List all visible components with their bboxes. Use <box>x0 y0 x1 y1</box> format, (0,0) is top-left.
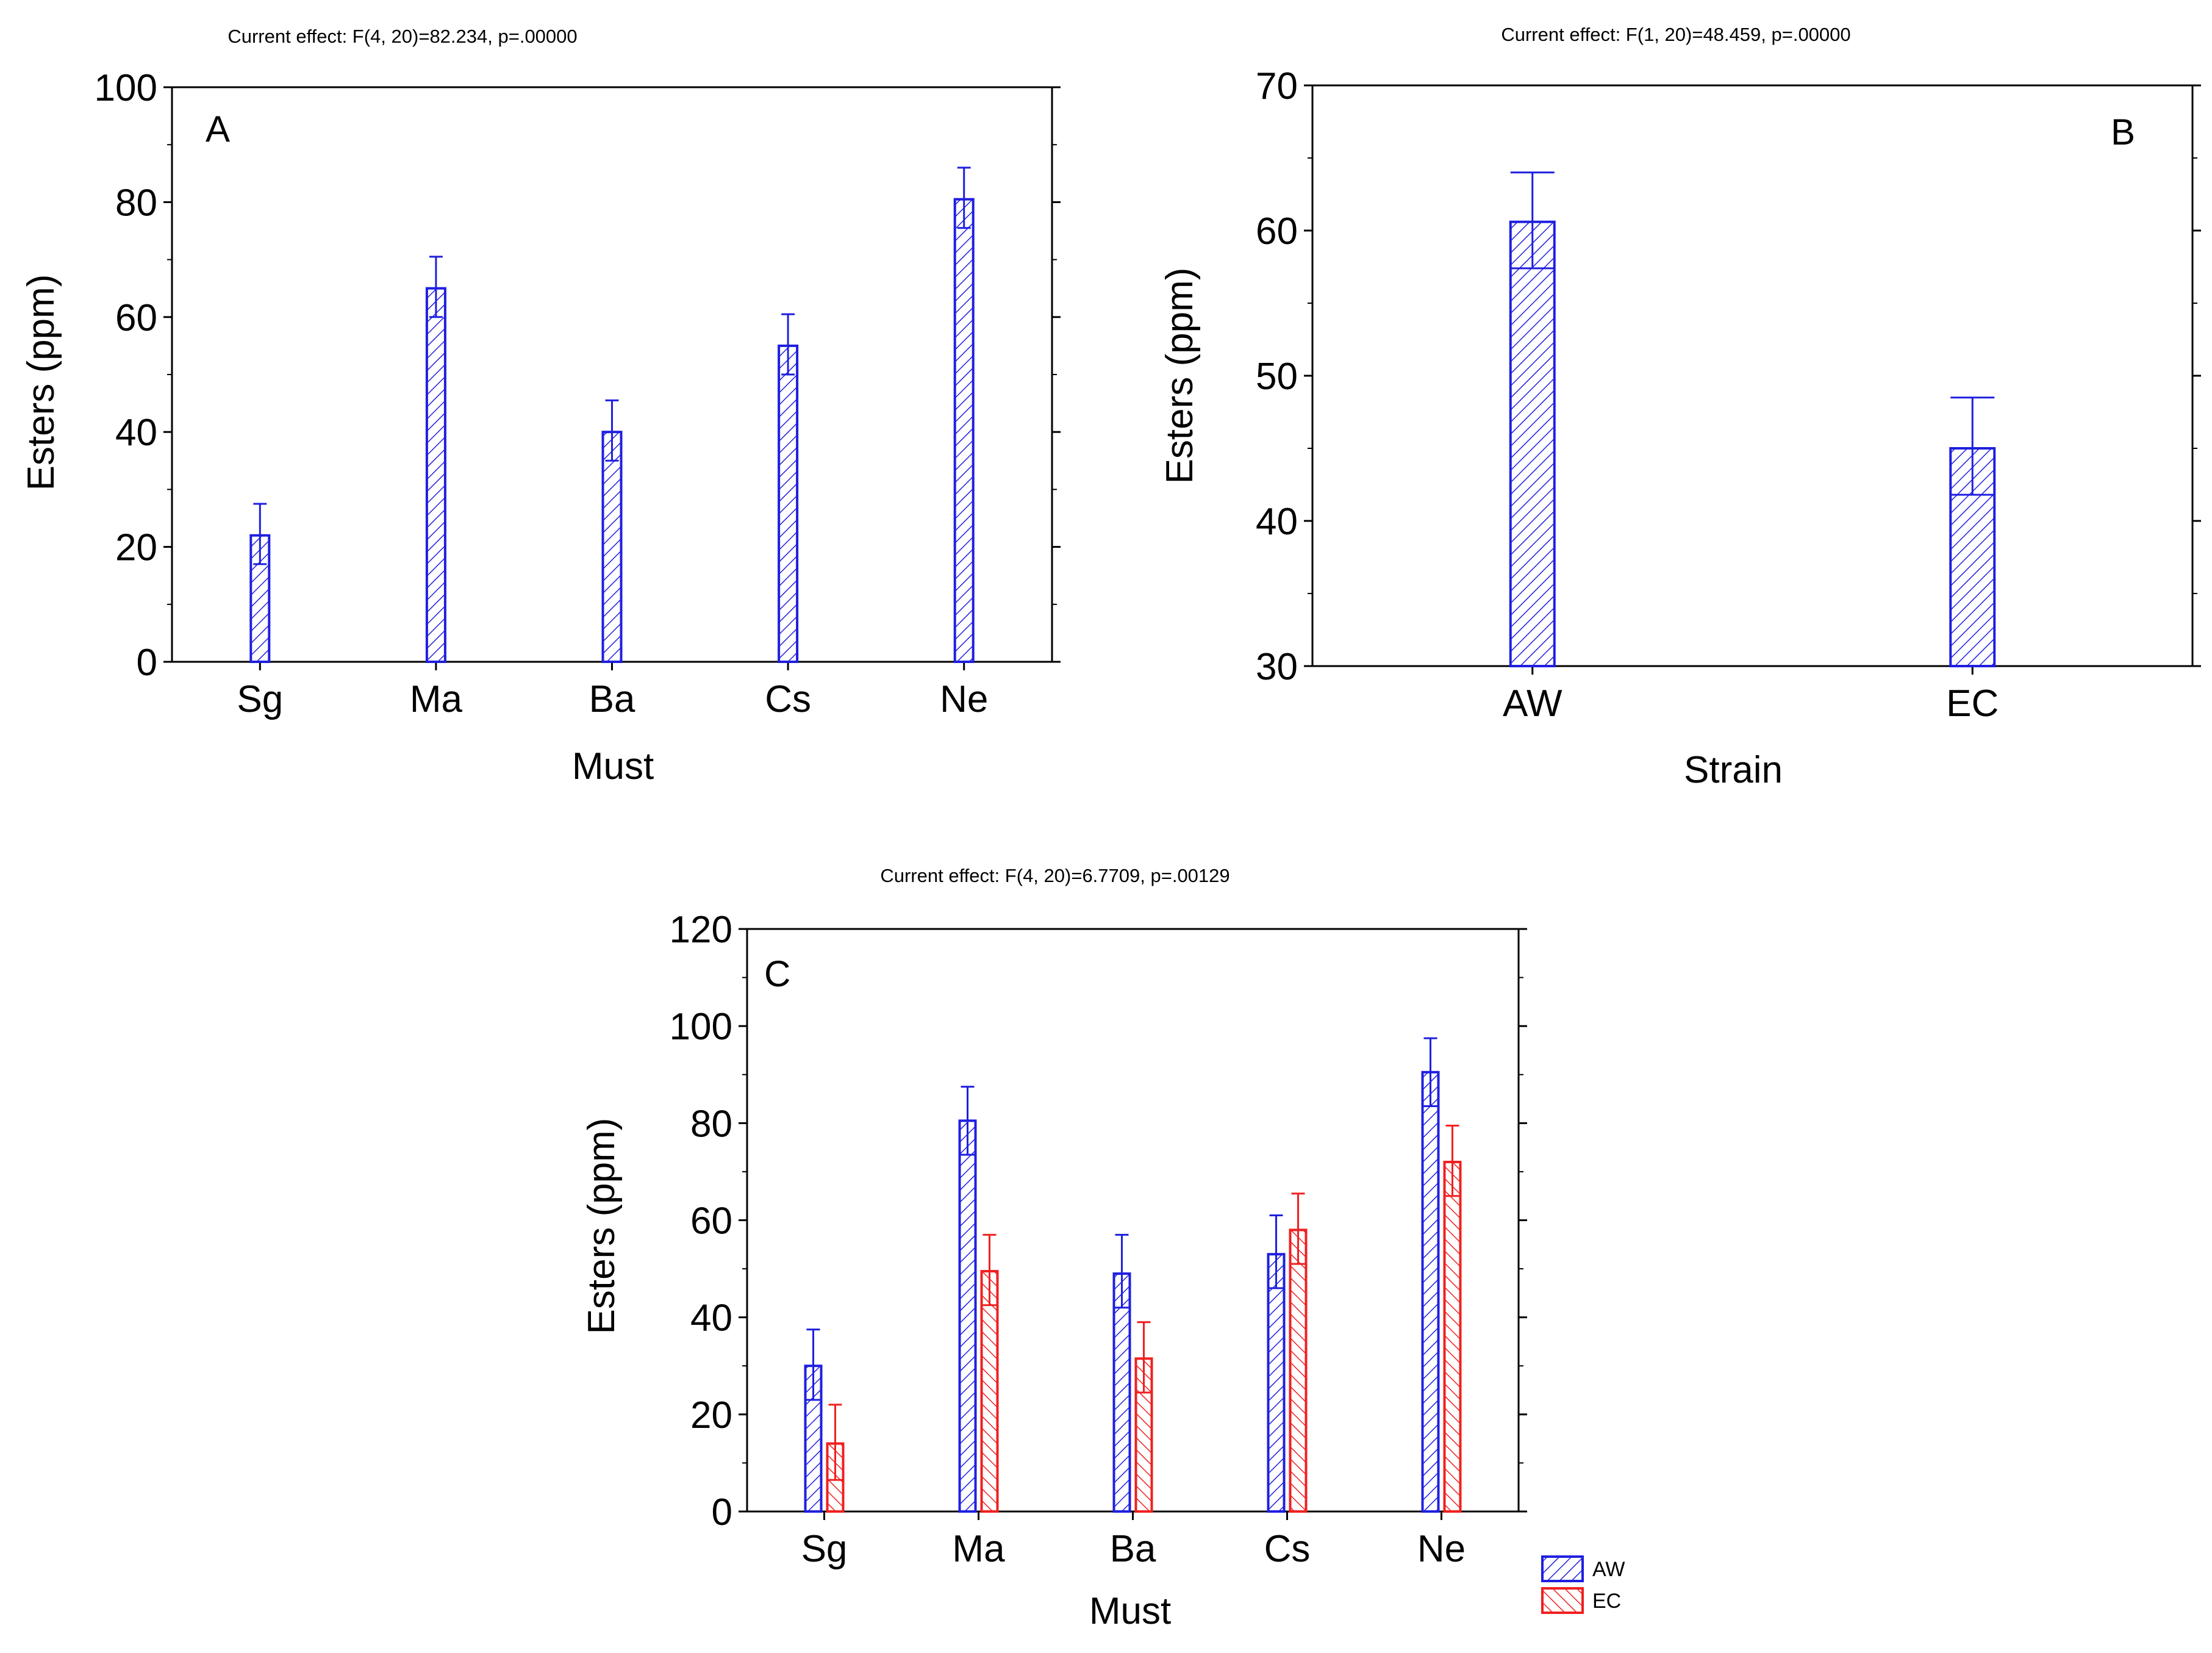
panel-b-x-axis-label: Strain <box>1684 749 1783 791</box>
panel-a-y-tick-label: 0 <box>137 642 157 684</box>
panel-c-bar-ec <box>1289 1228 1308 1513</box>
panel-c-bar-aw <box>958 1119 977 1513</box>
panel-b-y-tick-label: 40 <box>1256 501 1298 543</box>
panel-b-effect-text: Current effect: F(1, 20)=48.459, p=.0000… <box>1501 24 1850 45</box>
panel-a-y-tick-label: 80 <box>115 182 157 224</box>
legend-swatch-aw <box>1541 1555 1584 1582</box>
legend-swatch-ec <box>1541 1587 1584 1614</box>
panel-c: Current effect: F(4, 20)=6.7709, p=.0012… <box>581 865 1625 1632</box>
panel-a-y-tick-label: 40 <box>115 412 157 454</box>
panel-c-x-axis-label: Must <box>1089 1590 1171 1632</box>
panel-b-y-axis-label: Esters (ppm) <box>1159 268 1201 484</box>
panel-b-plot: 30 40 50 60 70 AW EC <box>1256 65 2201 725</box>
legend-label-ec: EC <box>1592 1590 1621 1613</box>
panel-a-letter: A <box>206 109 230 149</box>
panel-b-plot-frame <box>1311 84 2194 667</box>
legend-label-aw: AW <box>1592 1558 1625 1581</box>
panel-a-x-tick-label: Ne <box>940 678 988 720</box>
panel-a-x-tick-label: Cs <box>765 678 811 720</box>
panel-a-plot: 0 20 40 60 80 100 Sg Ma Ba Cs Ne <box>95 67 1061 720</box>
panel-a-effect-text: Current effect: F(4, 20)=82.234, p=.0000… <box>227 26 577 47</box>
panel-b-x-tick-label: AW <box>1503 683 1562 725</box>
panel-c-bar-aw <box>1421 1070 1440 1513</box>
panel-c-x-tick-label: Ba <box>1110 1528 1156 1570</box>
panel-c-y-axis-label: Esters (ppm) <box>581 1118 623 1335</box>
panel-c-effect-text: Current effect: F(4, 20)=6.7709, p=.0012… <box>880 865 1229 886</box>
panel-c-x-tick-label: Sg <box>801 1528 848 1570</box>
panel-c-plot: 0 20 40 60 80 100 120 Sg Ma Ba Cs Ne <box>670 909 1527 1570</box>
panel-a-x-tick-label: Ma <box>410 678 463 720</box>
panel-c-bar-ec <box>980 1270 999 1513</box>
panel-c-y-tick-label: 80 <box>690 1103 732 1145</box>
panel-a-y-axis-label: Esters (ppm) <box>20 274 62 491</box>
panel-b-y-tick-label: 60 <box>1256 210 1298 253</box>
panel-c-y-tick-label: 120 <box>670 909 732 951</box>
panel-a: Current effect: F(4, 20)=82.234, p=.0000… <box>20 26 1061 787</box>
panel-c-bar-aw <box>1112 1272 1131 1513</box>
panel-c-y-tick-label: 40 <box>690 1297 732 1339</box>
panel-b-y-tick-label: 30 <box>1256 646 1298 688</box>
panel-a-y-tick-label: 20 <box>115 527 157 569</box>
panel-a-x-axis-label: Must <box>572 745 654 787</box>
panel-c-y-tick-label: 100 <box>670 1006 732 1048</box>
panel-b: Current effect: F(1, 20)=48.459, p=.0000… <box>1159 24 2201 791</box>
panel-a-bar-aw <box>778 344 799 663</box>
panel-a-y-tick-label: 60 <box>115 297 157 339</box>
panel-a-bar-aw <box>601 431 623 663</box>
panel-a-bar-aw <box>425 287 446 663</box>
panel-c-y-tick-label: 60 <box>690 1200 732 1242</box>
panel-c-plot-frame <box>746 928 1520 1513</box>
panel-b-y-tick-label: 70 <box>1256 65 1298 107</box>
panel-c-x-tick-label: Ne <box>1417 1528 1466 1570</box>
panel-b-bar-aw <box>1509 220 1556 668</box>
panel-b-letter: B <box>2111 112 2135 152</box>
panel-c-letter: C <box>764 953 790 994</box>
panel-c-y-tick-label: 20 <box>690 1394 732 1436</box>
panel-a-bar-aw <box>953 198 975 663</box>
legend: AW EC <box>1541 1555 1625 1614</box>
panel-b-x-tick-label: EC <box>1946 683 1999 725</box>
panel-a-y-tick-label: 100 <box>95 67 157 109</box>
panel-c-bar-ec <box>1443 1161 1462 1513</box>
panel-a-x-tick-label: Sg <box>237 678 283 720</box>
panel-c-y-tick-label: 0 <box>712 1491 732 1533</box>
panel-a-x-tick-label: Ba <box>589 678 635 720</box>
panel-c-bar-aw <box>1267 1253 1286 1513</box>
panel-c-x-tick-label: Cs <box>1264 1528 1311 1570</box>
panel-c-x-tick-label: Ma <box>952 1528 1005 1570</box>
panel-b-y-tick-label: 50 <box>1256 356 1298 398</box>
